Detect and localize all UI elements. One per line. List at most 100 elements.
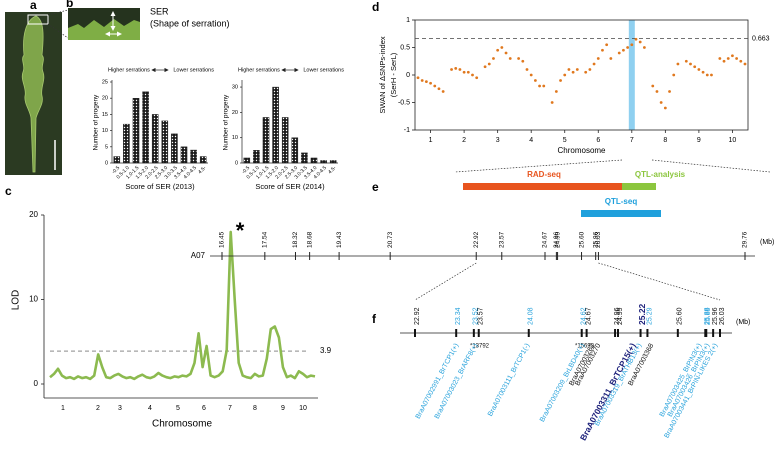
annotation: Lower serrations <box>173 67 214 73</box>
point <box>676 62 680 66</box>
x-tick-label: 5 <box>563 137 567 144</box>
point <box>718 57 722 60</box>
point <box>630 43 634 47</box>
x-tick-label: 9 <box>281 405 285 412</box>
point <box>508 57 512 60</box>
marker-tick <box>455 329 458 337</box>
panel-label: c <box>5 184 12 198</box>
y-tick-label: 5 <box>105 144 108 150</box>
gene-label: BraA07003319_BrATHB13(+) <box>594 343 644 428</box>
point <box>743 62 747 66</box>
marker-label: 25.60 <box>578 231 585 248</box>
marker-tick <box>585 329 588 337</box>
x-axis-label: Score of SER (2013) <box>125 182 195 191</box>
marker-label: 23.57 <box>498 231 505 248</box>
point <box>642 46 646 49</box>
x-tick-label: 6 <box>202 405 206 412</box>
bar <box>142 91 149 164</box>
point <box>617 51 621 55</box>
point <box>424 80 428 83</box>
connector <box>47 23 69 39</box>
bar <box>161 120 169 164</box>
x-tick-label: 8 <box>663 137 667 144</box>
point <box>651 84 655 88</box>
point <box>559 79 562 82</box>
x-tick-label: 3 <box>118 405 122 412</box>
bar <box>132 97 140 164</box>
interval-bar <box>463 183 625 190</box>
point <box>739 59 743 63</box>
y-tick-label: 0.5 <box>400 44 410 51</box>
point <box>731 54 734 58</box>
point <box>466 70 470 74</box>
gene-label: BraA07003426_BrPIN3(+) <box>667 343 712 419</box>
bar <box>262 117 270 164</box>
x-tick-label: 1 <box>429 137 433 144</box>
point <box>450 68 453 71</box>
point <box>517 57 521 60</box>
point <box>626 46 630 49</box>
interval-bar <box>581 210 661 217</box>
x-tick-label: 2 <box>96 405 100 412</box>
bar <box>190 149 197 164</box>
point <box>533 79 537 82</box>
plot-frame <box>414 19 749 131</box>
point <box>735 57 739 60</box>
marker-label: 25.60 <box>677 307 684 325</box>
point <box>504 51 508 55</box>
point <box>605 43 609 47</box>
point <box>525 68 529 71</box>
x-tick-label: 3 <box>496 137 500 144</box>
point <box>689 62 692 66</box>
interval-label: RAD-seq <box>527 170 561 179</box>
x-tick-label: -0.5 <box>111 165 121 175</box>
marker-label: 25.88 <box>704 307 711 325</box>
point <box>550 101 554 104</box>
point <box>487 62 491 66</box>
bar <box>272 86 279 164</box>
y-axis-label: (SerH - SerL) <box>389 52 398 97</box>
bar <box>320 160 327 164</box>
y-tick-label: 0 <box>105 160 108 166</box>
x-tick-label: 4.5- <box>197 165 208 176</box>
panel-label: b <box>66 0 73 10</box>
marker-label: 25.89 <box>705 307 712 325</box>
bar <box>310 157 318 164</box>
y-tick-label: 0 <box>235 160 238 166</box>
marker-label: 24.99 <box>554 231 561 248</box>
point <box>437 87 441 91</box>
x-tick-label: -0.5 <box>241 165 251 175</box>
point <box>575 68 579 71</box>
panel-label: f <box>372 312 377 326</box>
x-tick-label: 10 <box>729 137 737 144</box>
marker-label: 29.76 <box>742 231 749 248</box>
bar <box>171 133 178 164</box>
bar <box>301 152 308 164</box>
marker-label: 26.03 <box>719 307 726 325</box>
y-axis-label: LOD <box>11 290 22 311</box>
point <box>458 68 462 71</box>
y-tick-label: 1 <box>406 17 410 24</box>
x-axis-label: Chromosome <box>557 146 606 155</box>
point <box>462 70 466 74</box>
point <box>433 84 437 88</box>
marker-label: 26.03 <box>595 231 602 248</box>
y-tick-label: 30 <box>232 85 238 91</box>
marker-label: 19.43 <box>336 231 343 248</box>
point <box>634 37 638 41</box>
marker-tick <box>527 329 530 337</box>
threshold-label: 3.9 <box>320 346 332 355</box>
point <box>471 73 474 77</box>
bar <box>199 156 207 164</box>
point <box>622 48 625 52</box>
marker-tick <box>676 329 679 337</box>
y-tick-label: 20 <box>102 96 108 102</box>
point <box>672 73 676 77</box>
x-tick-label: 5 <box>176 405 180 412</box>
bar <box>253 150 260 164</box>
marker-tick <box>617 329 620 337</box>
marker-label: 17.54 <box>262 231 269 248</box>
interval-label: QTL-seq <box>605 197 638 206</box>
point <box>538 84 541 88</box>
